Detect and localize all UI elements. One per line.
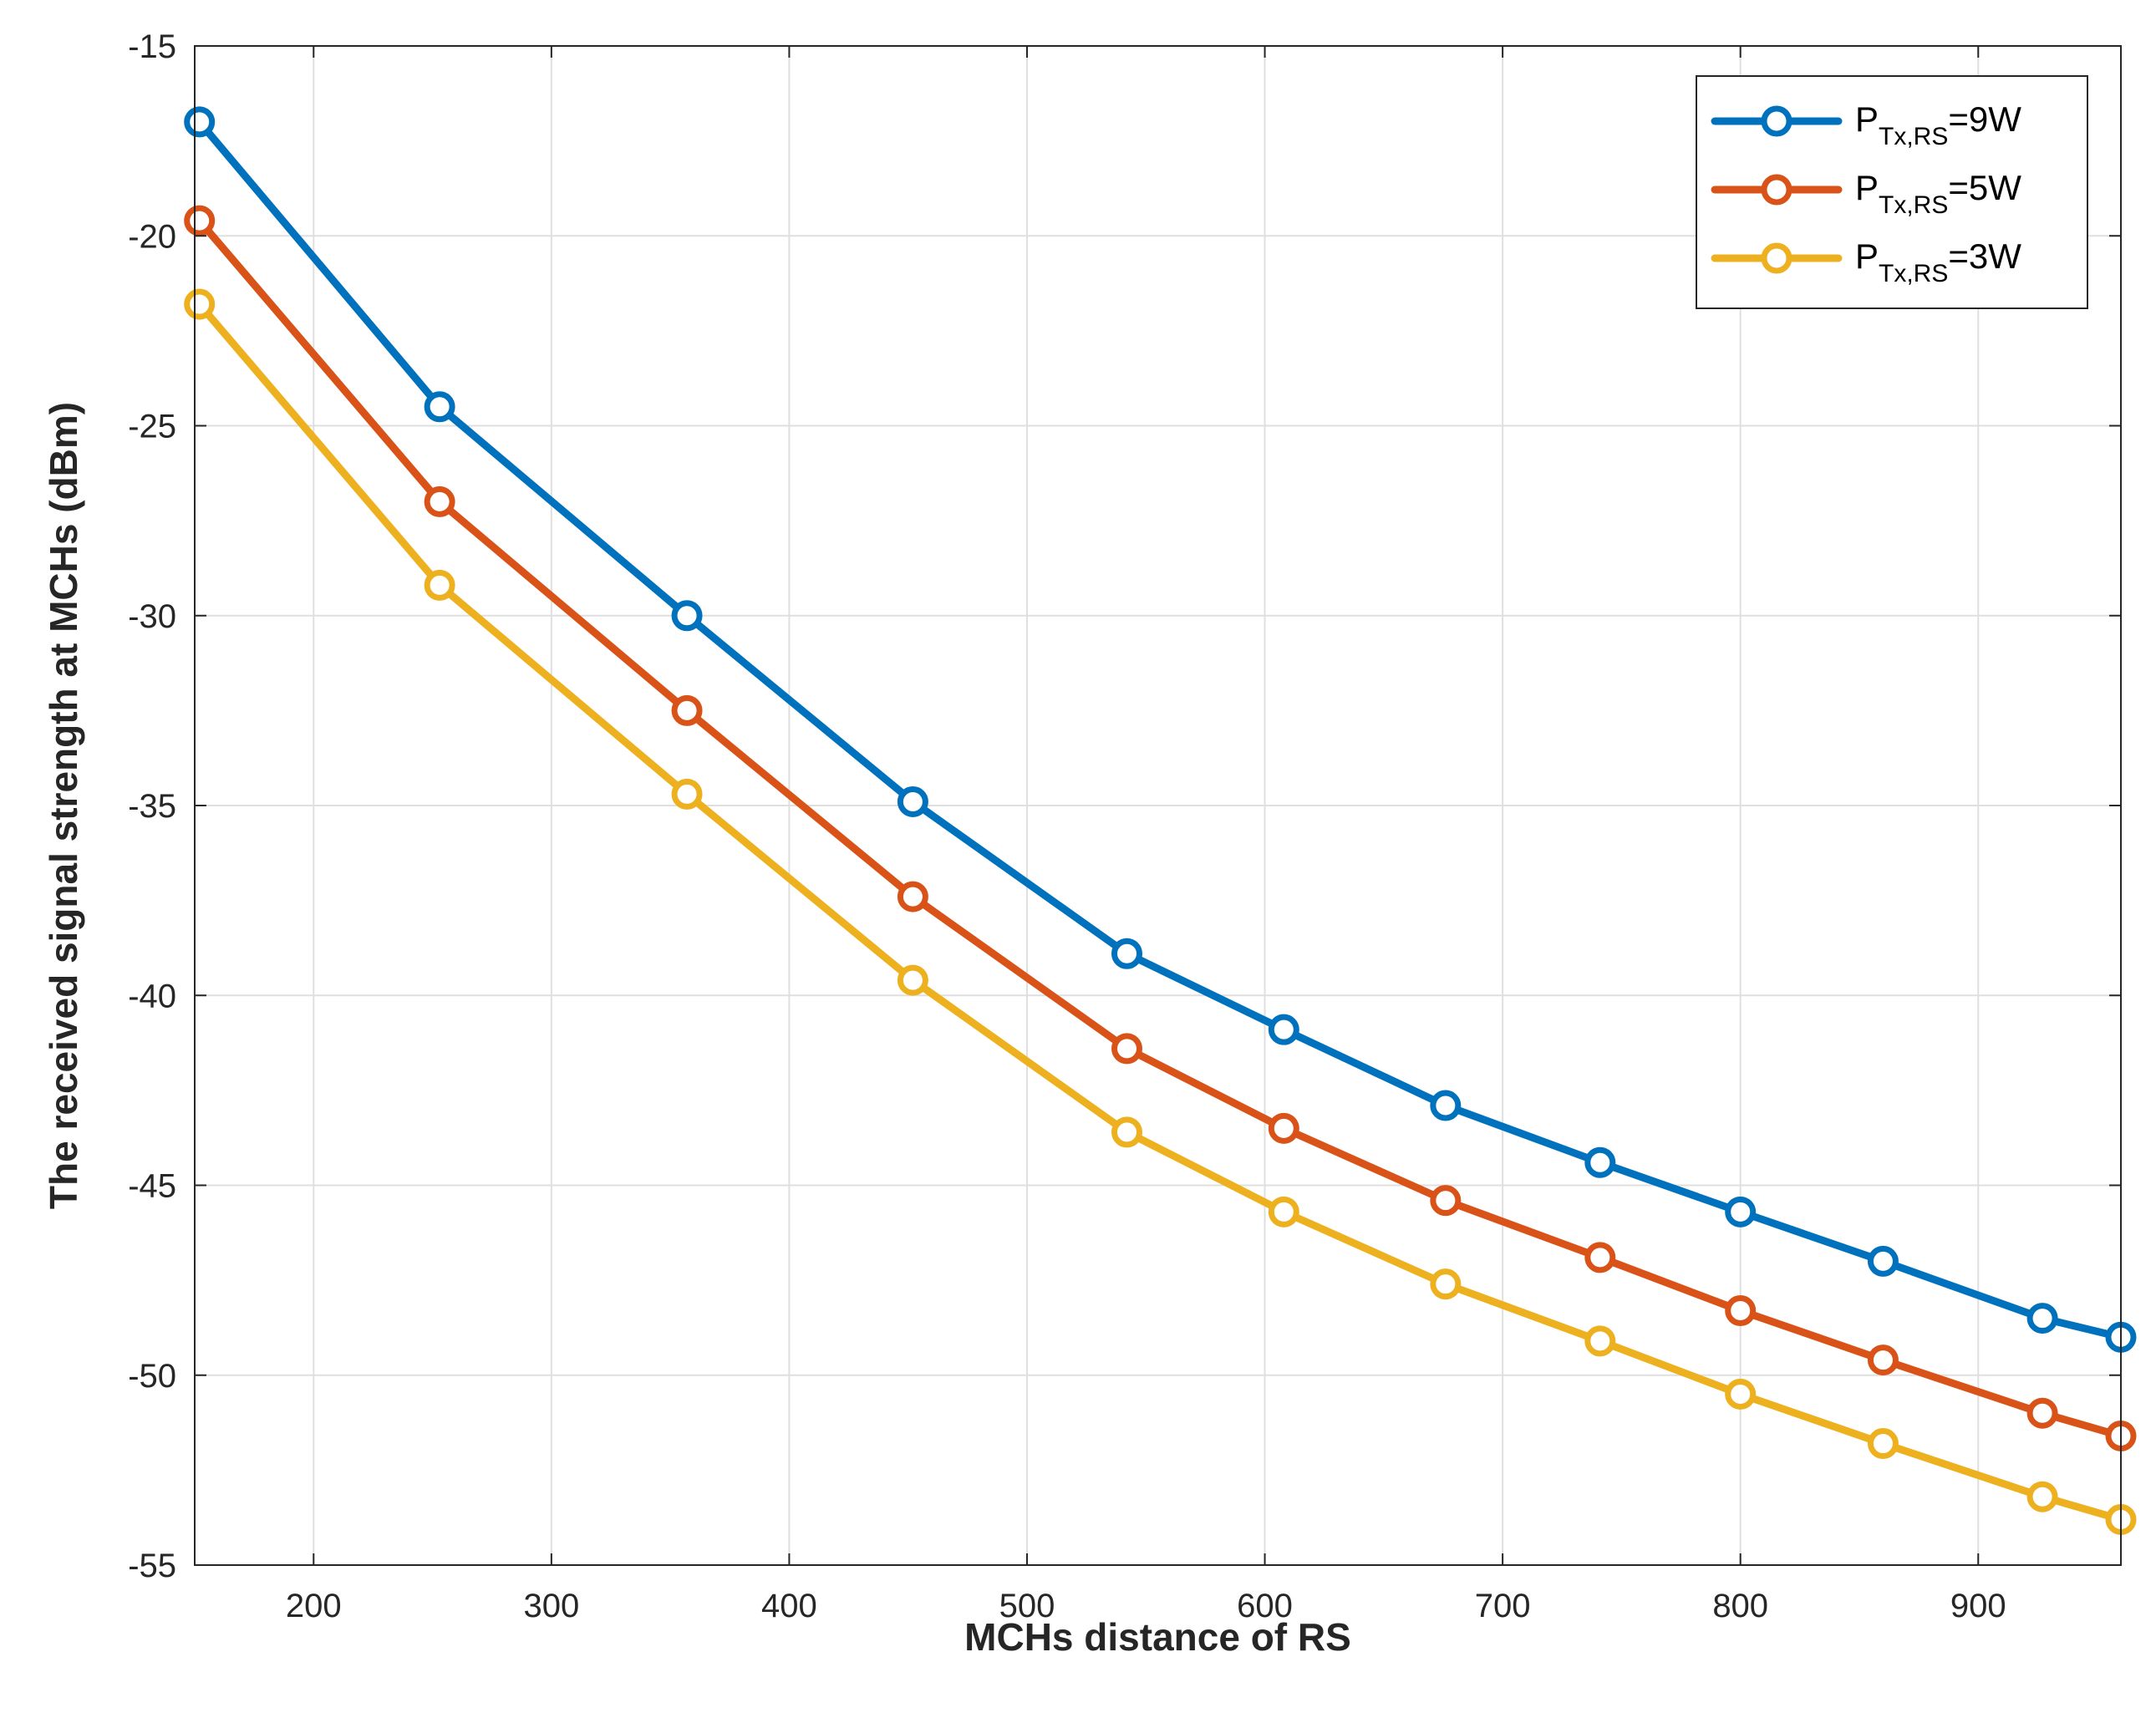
data-point	[1725, 1294, 1757, 1326]
x-tick-label: 200	[286, 1588, 342, 1624]
x-tick-label: 500	[999, 1588, 1055, 1624]
data-point	[424, 485, 455, 517]
data-point	[1111, 1116, 1143, 1148]
legend-label-sub: Tx,RS	[1879, 123, 1948, 150]
axis-ticks: 200 300 400 500 600 700 800 900 -15 -20 -25 -30 -35 -…	[128, 28, 2121, 1624]
data-point	[184, 288, 216, 320]
data-point	[897, 964, 928, 996]
x-axis-title: MCHs distance of RS	[964, 1615, 1351, 1659]
legend-swatch-marker	[1761, 174, 1792, 206]
series-2	[184, 205, 2137, 1451]
legend-label: PTx,RS=9W	[1855, 99, 2021, 150]
x-tick-label: 400	[761, 1588, 817, 1624]
series-3	[184, 288, 2137, 1535]
series-line	[196, 118, 2125, 1341]
data-point	[1867, 1245, 1899, 1277]
legend-label-suffix: =9W	[1948, 99, 2021, 139]
x-tick-label: 600	[1237, 1588, 1293, 1624]
x-tick-label: 900	[1950, 1588, 2006, 1624]
data-point	[1268, 1196, 1299, 1228]
x-tick-label: 700	[1475, 1588, 1531, 1624]
legend-item-3: PTx,RS=3W	[1711, 236, 2021, 287]
y-tick-label: -15	[128, 28, 176, 65]
legend-label: PTx,RS=5W	[1855, 168, 2021, 219]
data-point	[1867, 1344, 1899, 1376]
data-point	[1268, 1112, 1299, 1144]
data-point	[184, 106, 216, 138]
legend-label-main: P	[1855, 168, 1879, 207]
y-tick-label: -40	[128, 978, 176, 1014]
data-point	[1584, 1325, 1616, 1357]
legend-item-1: PTx,RS=9W	[1711, 99, 2021, 150]
legend-label-suffix: =5W	[1948, 168, 2021, 207]
y-tick-label: -55	[128, 1548, 176, 1584]
legend-label-sub: Tx,RS	[1879, 191, 1948, 219]
y-tick-label: -20	[128, 218, 176, 255]
data-point	[1430, 1185, 1462, 1217]
data-point	[1430, 1268, 1462, 1300]
x-tick-label: 800	[1712, 1588, 1768, 1624]
data-point	[184, 205, 216, 236]
data-point	[671, 694, 703, 726]
data-point	[2026, 1303, 2058, 1334]
y-axis-title: The received signal strength at MCHs (dB…	[42, 402, 85, 1209]
data-point	[1430, 1090, 1462, 1121]
y-tick-label: -50	[128, 1358, 176, 1395]
legend-label-main: P	[1855, 99, 1879, 139]
legend-label-main: P	[1855, 236, 1879, 276]
data-point	[424, 569, 455, 601]
data-point	[1111, 1033, 1143, 1065]
data-point	[2026, 1397, 2058, 1429]
data-point	[1725, 1196, 1757, 1228]
y-tick-label: -30	[128, 598, 176, 635]
data-point	[1268, 1014, 1299, 1045]
y-tick-label: -35	[128, 788, 176, 825]
legend-swatch-marker	[1761, 105, 1792, 137]
data-point	[897, 785, 928, 817]
data-point	[424, 391, 455, 423]
series-1	[184, 106, 2137, 1353]
y-tick-label: -45	[128, 1168, 176, 1205]
data-point	[1584, 1146, 1616, 1178]
data-point	[1584, 1242, 1616, 1273]
series-layer	[184, 106, 2137, 1535]
data-point	[897, 881, 928, 912]
data-point	[1867, 1428, 1899, 1460]
legend-item-2: PTx,RS=5W	[1711, 168, 2021, 219]
series-line	[196, 300, 2125, 1523]
data-point	[2026, 1481, 2058, 1512]
data-point	[1111, 938, 1143, 969]
y-tick-label: -25	[128, 409, 176, 445]
legend-label-suffix: =3W	[1948, 236, 2021, 276]
series-line	[196, 216, 2125, 1440]
x-tick-label: 300	[523, 1588, 579, 1624]
legend-swatch-marker	[1761, 242, 1792, 274]
data-point	[671, 778, 703, 810]
data-point	[1725, 1378, 1757, 1410]
legend-label-sub: Tx,RS	[1879, 260, 1948, 287]
legend-label: PTx,RS=3W	[1855, 236, 2021, 287]
data-point	[671, 600, 703, 632]
